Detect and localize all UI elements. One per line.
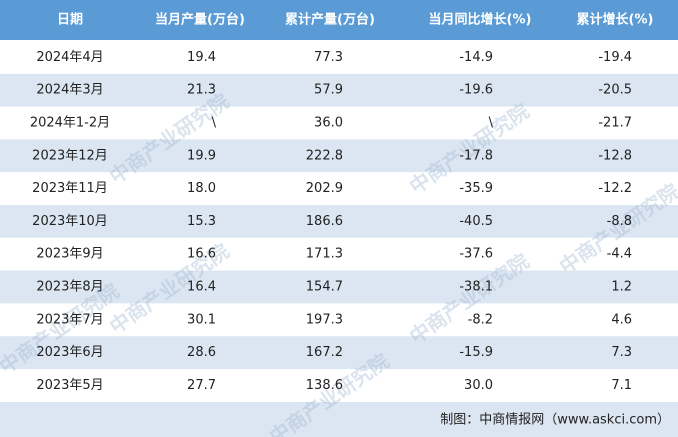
cell: 154.7 — [306, 280, 343, 295]
cell: 2024年4月 — [36, 50, 103, 65]
cell: -37.6 — [459, 247, 493, 262]
cell: -15.9 — [459, 345, 493, 360]
cell: 2023年7月 — [36, 312, 103, 327]
cell: 36.0 — [314, 116, 343, 131]
cell: -8.2 — [468, 312, 493, 327]
row-bg — [0, 336, 678, 369]
header-bg — [0, 0, 678, 40]
row-bg — [0, 41, 678, 74]
cell: 7.1 — [611, 378, 632, 393]
cell: 138.6 — [306, 378, 343, 393]
cell: -21.7 — [598, 116, 632, 131]
cell: 186.6 — [306, 214, 343, 229]
cell: -19.4 — [598, 50, 632, 65]
cell: -12.2 — [598, 181, 632, 196]
cell: -4.4 — [607, 247, 632, 262]
row-bg — [0, 270, 678, 304]
row-bg — [0, 106, 678, 140]
cell: 4.6 — [611, 312, 632, 327]
cell: 77.3 — [314, 50, 343, 65]
header-cell: 累计产量(万台) — [285, 12, 375, 28]
cell: 197.3 — [306, 312, 343, 327]
header-cell: 当月产量(万台) — [155, 12, 245, 28]
cell: 28.6 — [187, 345, 216, 360]
cell: -20.5 — [598, 83, 632, 98]
cell: -35.9 — [459, 181, 493, 196]
cell: 2023年5月 — [36, 378, 103, 393]
cell: 222.8 — [306, 148, 343, 163]
cell: 19.9 — [187, 148, 216, 163]
cell: 2023年10月 — [32, 214, 108, 229]
cell: -17.8 — [459, 148, 493, 163]
cell: 21.3 — [187, 83, 216, 98]
row-bg — [0, 73, 678, 107]
cell: 2023年8月 — [36, 280, 103, 295]
cell: -8.8 — [607, 214, 632, 229]
cell: 30.0 — [464, 378, 493, 393]
rows — [0, 41, 678, 402]
cell: \ — [212, 116, 217, 131]
cell: -12.8 — [598, 148, 632, 163]
cell: 19.4 — [187, 50, 216, 65]
row-bg — [0, 205, 678, 238]
cell: 2023年12月 — [32, 148, 108, 163]
cell: -40.5 — [459, 214, 493, 229]
cell: 2023年9月 — [36, 247, 103, 262]
cell: -38.1 — [459, 280, 493, 295]
header-cell: 累计增长(%) — [577, 12, 654, 28]
cell: -19.6 — [459, 83, 493, 98]
cell: 16.6 — [187, 247, 216, 262]
cells: 日期 当月产量(万台) 累计产量(万台) 当月同比增长(%) 累计增长(%) 2024年4… — [30, 12, 654, 393]
cell: 2023年11月 — [32, 181, 108, 196]
footer-bg — [0, 402, 678, 437]
cell: 7.3 — [611, 345, 632, 360]
cell: 15.3 — [187, 214, 216, 229]
row-bg — [0, 237, 678, 271]
row-bg — [0, 369, 678, 402]
row-bg — [0, 139, 678, 173]
cell: 202.9 — [306, 181, 343, 196]
cell: 27.7 — [187, 378, 216, 393]
row-bg — [0, 172, 678, 205]
cell: 57.9 — [314, 83, 343, 98]
header-cell: 当月同比增长(%) — [429, 12, 532, 28]
cell: 2023年6月 — [36, 345, 103, 360]
cell: 30.1 — [187, 312, 216, 327]
cell: 2024年3月 — [36, 83, 103, 98]
row-bg — [0, 303, 678, 337]
cell: \ — [489, 116, 494, 131]
cell: 2024年1-2月 — [30, 116, 110, 131]
header-cell: 日期 — [57, 13, 83, 28]
cell: 167.2 — [306, 345, 343, 360]
cell: -14.9 — [459, 50, 493, 65]
cell: 1.2 — [611, 280, 632, 295]
cell: 16.4 — [187, 280, 216, 295]
cell: 171.3 — [306, 247, 343, 262]
cell: 18.0 — [187, 181, 216, 196]
source-note: 制图：中商情报网（www.askci.com） — [440, 413, 670, 428]
